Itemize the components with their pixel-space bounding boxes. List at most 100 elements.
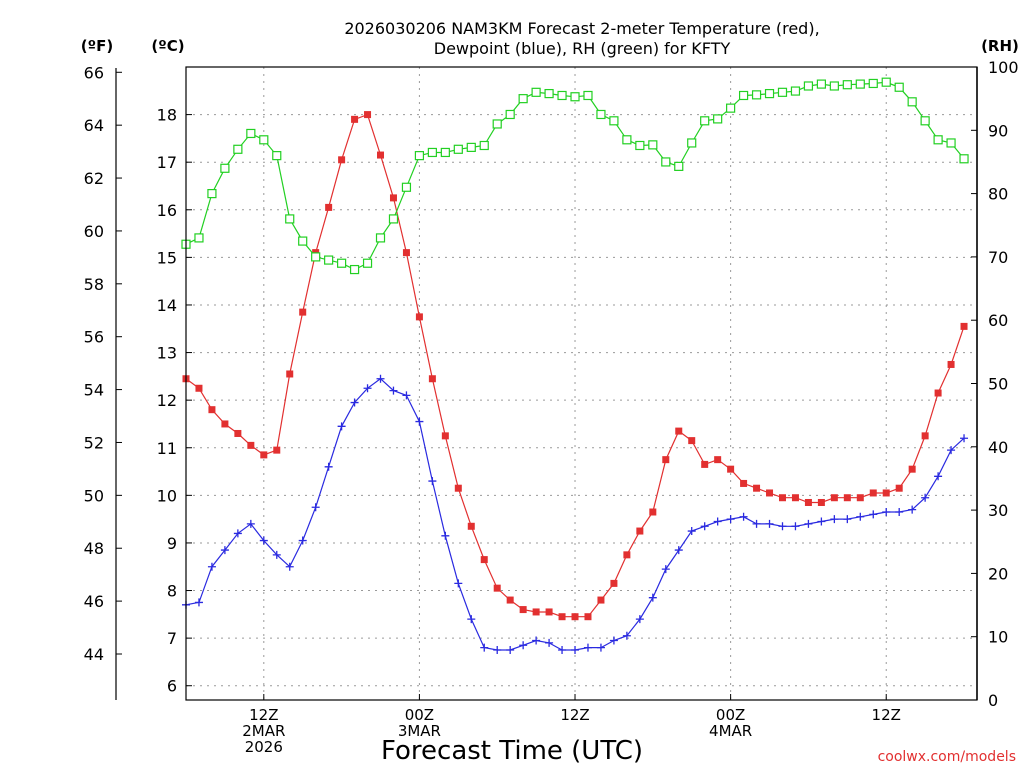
dewpoint-point	[558, 646, 567, 655]
celsius-axis-unit: (ºC)	[151, 37, 184, 55]
dewpoint-point	[467, 615, 476, 624]
celsius-tick-label: 10	[157, 486, 177, 505]
temperature-point	[908, 465, 916, 473]
dewpoint-point	[765, 519, 774, 528]
dewpoint-point	[648, 593, 657, 602]
dewpoint-point	[415, 417, 424, 426]
rh-point	[466, 142, 476, 152]
rh-point	[674, 161, 684, 171]
temperature-point	[221, 420, 229, 428]
celsius-tick-label: 16	[157, 201, 177, 220]
rh-point	[272, 151, 282, 161]
dewpoint-point	[700, 522, 709, 531]
dewpoint-point	[713, 517, 722, 526]
celsius-tick-label: 13	[157, 344, 177, 363]
dewpoint-point	[402, 391, 411, 400]
chart-subtitle: Dewpoint (blue), RH (green) for KFTY	[434, 39, 731, 58]
dewpoint-point	[895, 508, 904, 517]
rh-point	[233, 144, 243, 154]
temperature-point	[454, 484, 462, 492]
temperature-point	[869, 489, 877, 497]
rh-point	[959, 154, 969, 164]
dewpoint-point	[259, 536, 268, 545]
dewpoint-point	[194, 598, 203, 607]
temperature-point	[636, 527, 644, 535]
dewpoint-point	[856, 512, 865, 521]
temperature-point	[519, 606, 527, 614]
temperature-point	[351, 115, 359, 123]
rh-point	[751, 90, 762, 100]
temperature-point	[286, 370, 294, 378]
dewpoint-point	[493, 646, 502, 655]
rh-point	[401, 182, 412, 192]
rh-tick-label: 50	[988, 375, 1008, 394]
rh-point	[518, 94, 528, 104]
x-tick-label: 12Z	[249, 706, 278, 724]
rh-point	[622, 135, 632, 145]
x-tick-label: 3MAR	[398, 722, 441, 740]
dewpoint-point	[921, 493, 930, 502]
credit-text: coolwx.com/models	[878, 749, 1016, 765]
dewpoint-point	[687, 527, 696, 536]
dewpoint-point	[337, 422, 346, 431]
temperature-point	[415, 313, 423, 321]
fahrenheit-tick-label: 58	[84, 275, 104, 294]
x-tick-label: 00Z	[405, 706, 434, 724]
rh-point	[207, 189, 217, 199]
rh-point	[855, 79, 865, 89]
rh-axis-unit: (RH)	[981, 37, 1019, 55]
fahrenheit-tick-label: 50	[84, 486, 104, 505]
rh-point	[570, 92, 580, 102]
temperature-point	[778, 494, 786, 502]
dewpoint-point	[960, 434, 969, 443]
rh-point	[557, 90, 567, 101]
x-tick-label: 12Z	[872, 706, 901, 724]
temperature-point	[843, 494, 851, 502]
rh-point	[635, 140, 645, 151]
temperature-point	[389, 194, 397, 202]
temperature-point	[493, 584, 501, 592]
temperature-point	[208, 406, 216, 414]
fahrenheit-tick-label: 62	[84, 169, 104, 188]
celsius-tick-label: 14	[157, 296, 177, 315]
rh-point	[777, 87, 788, 97]
fahrenheit-tick-label: 46	[84, 592, 104, 611]
fahrenheit-tick-label: 48	[84, 539, 104, 558]
dewpoint-point	[311, 503, 320, 512]
rh-point	[194, 233, 204, 243]
rh-point	[427, 147, 437, 158]
fahrenheit-axis-unit: (ºF)	[81, 37, 113, 55]
dewpoint-point	[350, 398, 359, 407]
dewpoint-point	[609, 636, 618, 645]
rh-point	[531, 87, 541, 97]
dewpoint-point	[661, 565, 670, 574]
x-tick-label: 4MAR	[709, 722, 752, 740]
dewpoint-point	[441, 531, 450, 540]
dewpoint-point	[908, 505, 917, 514]
fahrenheit-tick-label: 60	[84, 222, 104, 241]
rh-point	[946, 138, 956, 148]
dewpoint-point	[207, 562, 216, 571]
rh-point	[362, 258, 373, 268]
x-axis-label: Forecast Time (UTC)	[381, 736, 643, 766]
temperature-point	[675, 427, 683, 435]
x-tick-label: 00Z	[716, 706, 745, 724]
celsius-tick-label: 18	[157, 106, 177, 125]
temperature-point	[791, 494, 799, 502]
dewpoint-point	[454, 579, 463, 588]
x-tick-label: 12Z	[560, 706, 589, 724]
temperature-point	[804, 498, 812, 506]
dewpoint-point	[934, 472, 943, 481]
rh-point	[868, 78, 878, 89]
temperature-point	[364, 111, 372, 119]
rh-point	[881, 77, 891, 87]
temperature-point	[299, 308, 307, 316]
temperature-point	[338, 156, 346, 164]
temperature-point	[377, 151, 385, 159]
rh-point	[790, 86, 801, 96]
rh-point	[388, 214, 399, 224]
dewpoint-point	[635, 615, 644, 624]
rh-point	[687, 138, 697, 148]
temperature-point	[895, 484, 903, 492]
dewpoint-point	[830, 515, 839, 524]
